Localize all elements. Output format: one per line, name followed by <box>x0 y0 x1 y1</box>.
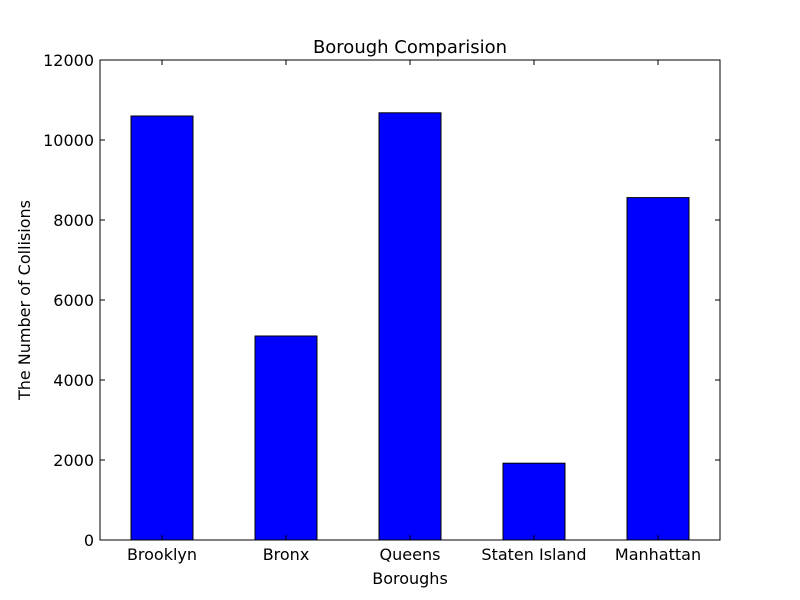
x-tick-label: Manhattan <box>615 545 701 564</box>
x-axis-label: Boroughs <box>372 569 448 588</box>
bar-manhattan <box>626 197 690 541</box>
bar-bronx <box>254 335 318 541</box>
y-tick-label: 2000 <box>53 451 94 470</box>
y-axis-label: The Number of Collisions <box>15 200 34 401</box>
x-tick-label: Queens <box>380 545 441 564</box>
y-tick-label: 8000 <box>53 211 94 230</box>
y-axis-ticks: 0 2000 4000 6000 8000 10000 12000 <box>43 51 720 550</box>
bars-layer <box>130 112 690 541</box>
bar-brooklyn <box>130 115 194 541</box>
x-axis-ticks: Brooklyn Bronx Queens Staten Island Manhatta… <box>127 60 701 564</box>
y-tick-label: 4000 <box>53 371 94 390</box>
x-tick-label: Brooklyn <box>127 545 197 564</box>
y-tick-label: 0 <box>84 531 94 550</box>
x-tick-label: Staten Island <box>481 545 586 564</box>
x-tick-label: Bronx <box>263 545 310 564</box>
bar-staten-island <box>502 462 566 541</box>
chart-title: Borough Comparision <box>313 37 507 58</box>
y-tick-label: 10000 <box>43 131 94 150</box>
y-tick-label: 12000 <box>43 51 94 70</box>
bar-queens <box>378 112 442 541</box>
y-tick-label: 6000 <box>53 291 94 310</box>
